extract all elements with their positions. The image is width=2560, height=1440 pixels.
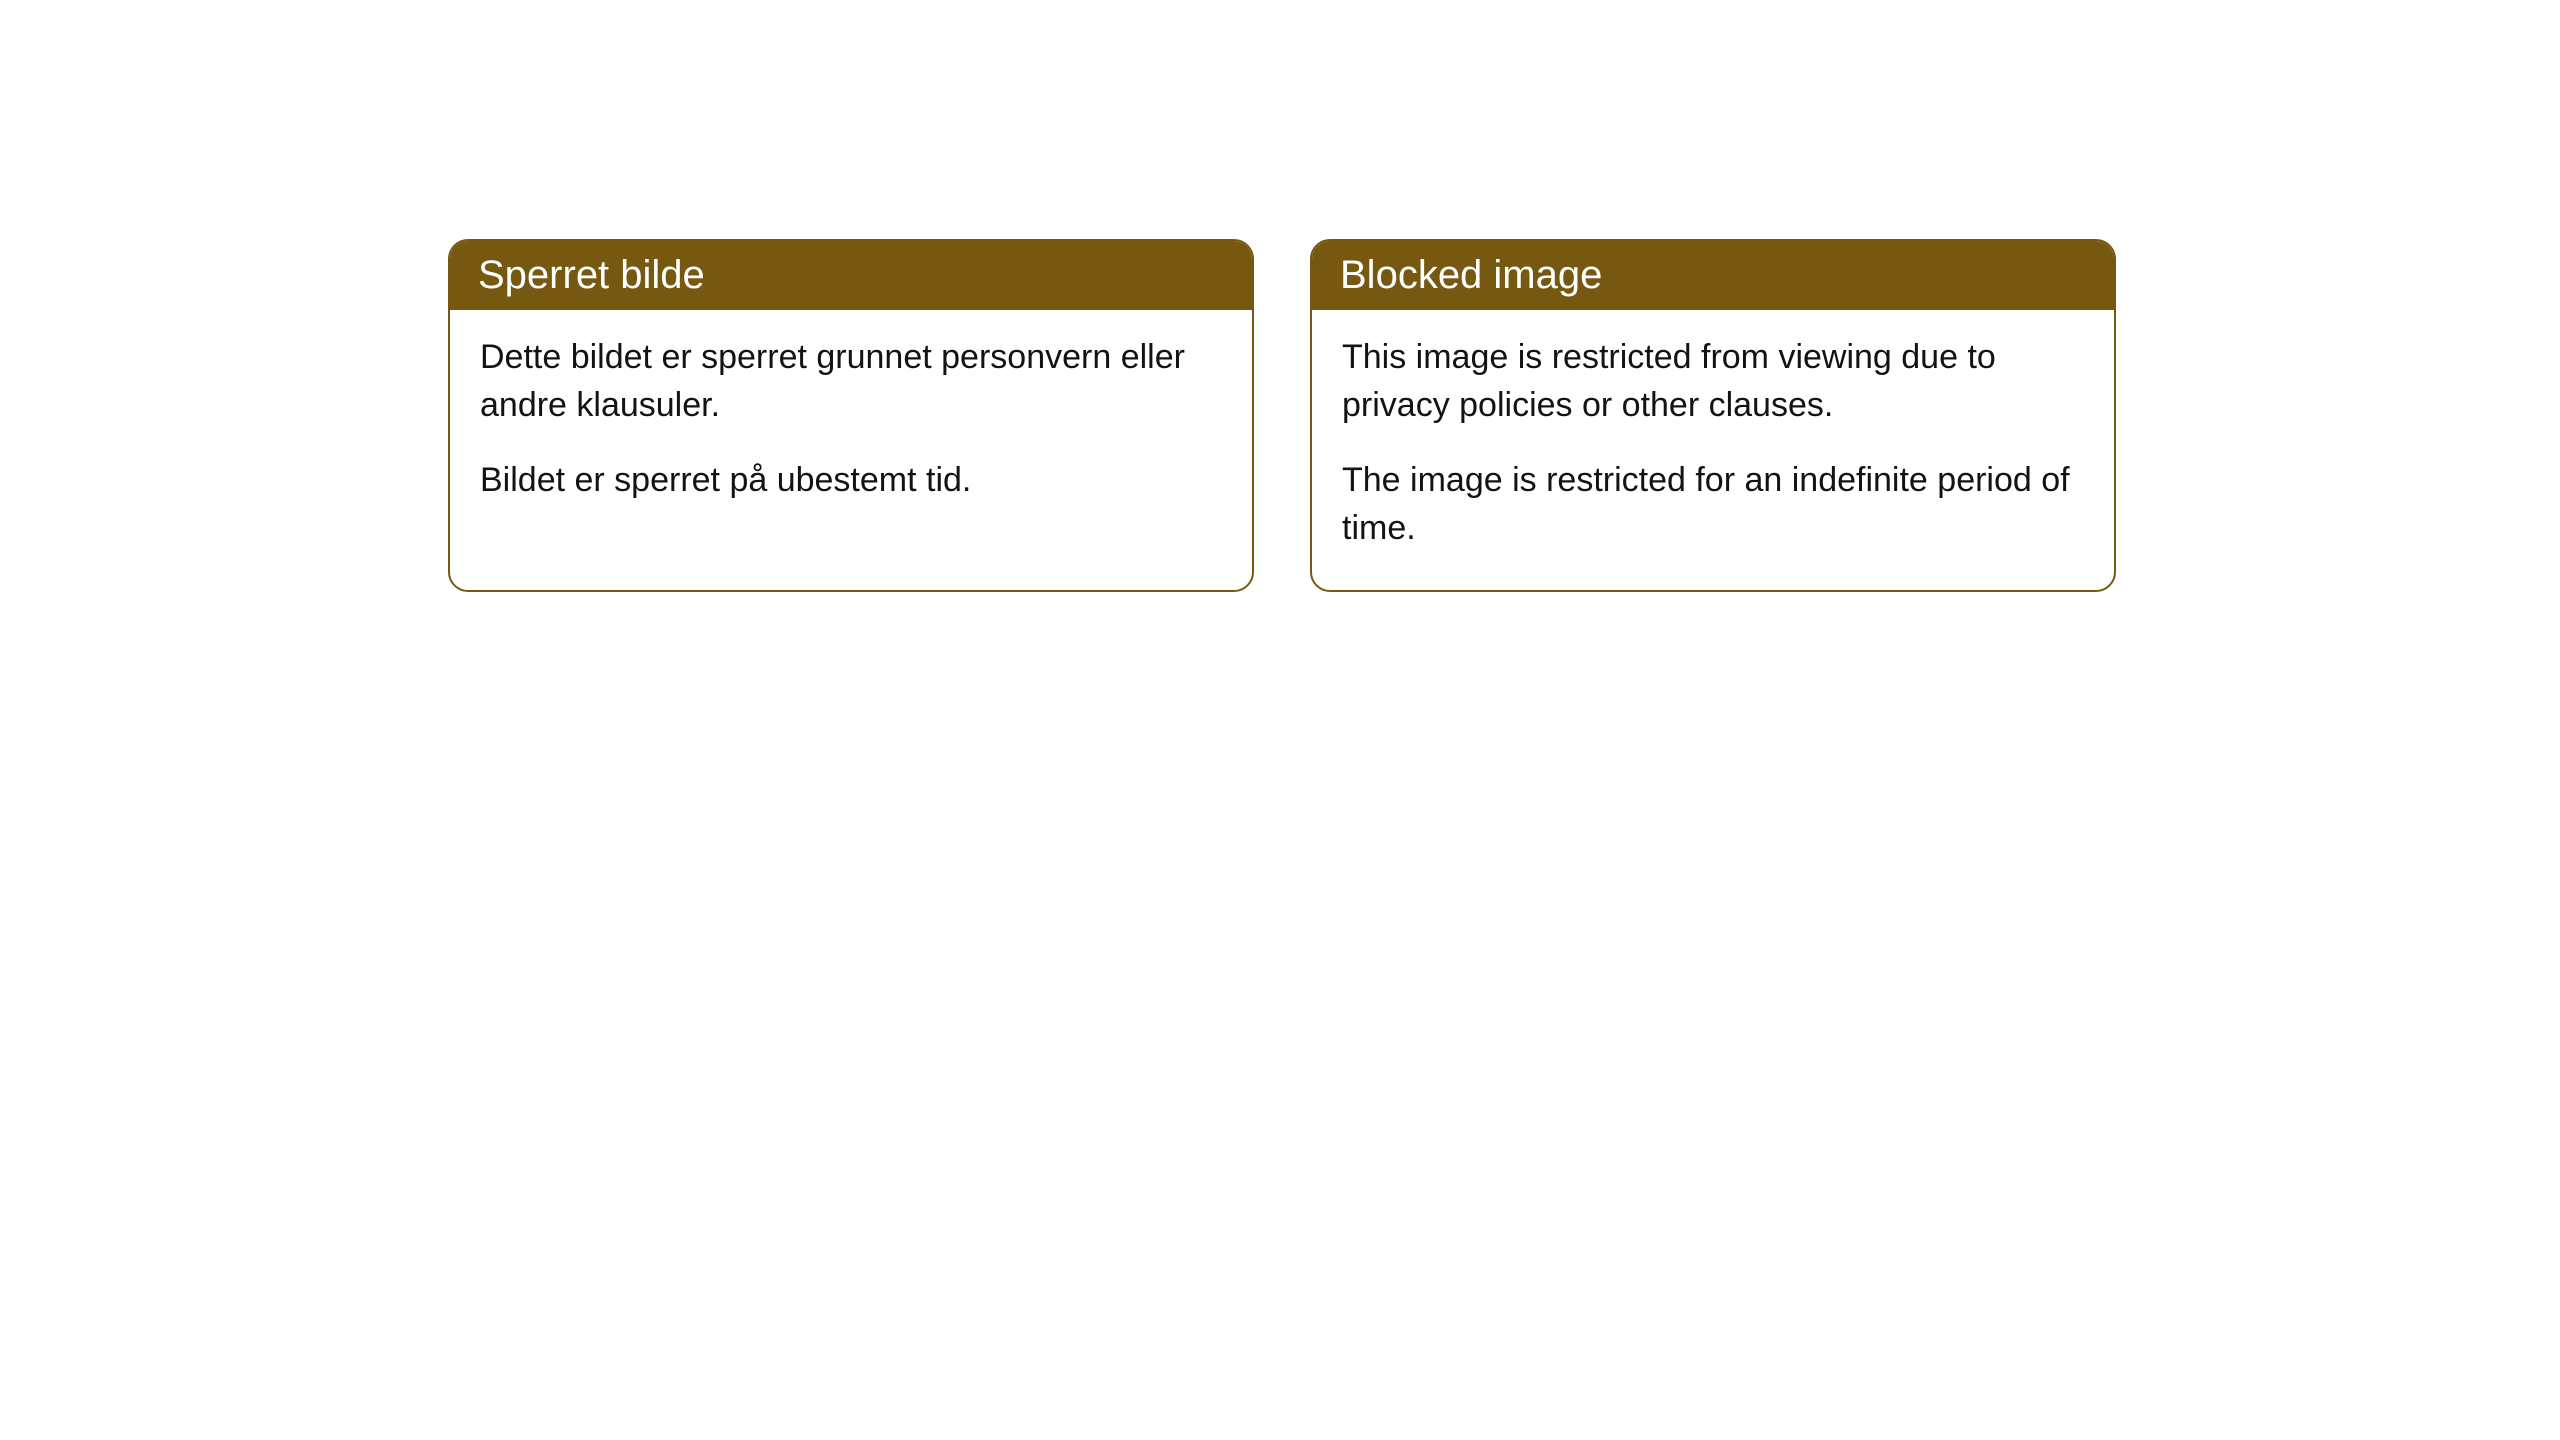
notice-cards-container: Sperret bilde Dette bildet er sperret gr… [0, 0, 2560, 592]
card-title: Blocked image [1340, 253, 1602, 297]
blocked-image-card-norwegian: Sperret bilde Dette bildet er sperret gr… [448, 239, 1254, 592]
card-header-norwegian: Sperret bilde [450, 241, 1252, 310]
card-body-norwegian: Dette bildet er sperret grunnet personve… [450, 310, 1252, 543]
card-header-english: Blocked image [1312, 241, 2114, 310]
card-paragraph-2: The image is restricted for an indefinit… [1342, 457, 2084, 552]
card-paragraph-1: This image is restricted from viewing du… [1342, 334, 2084, 429]
card-title: Sperret bilde [478, 253, 705, 297]
blocked-image-card-english: Blocked image This image is restricted f… [1310, 239, 2116, 592]
card-paragraph-1: Dette bildet er sperret grunnet personve… [480, 334, 1222, 429]
card-body-english: This image is restricted from viewing du… [1312, 310, 2114, 590]
card-paragraph-2: Bildet er sperret på ubestemt tid. [480, 457, 1222, 505]
